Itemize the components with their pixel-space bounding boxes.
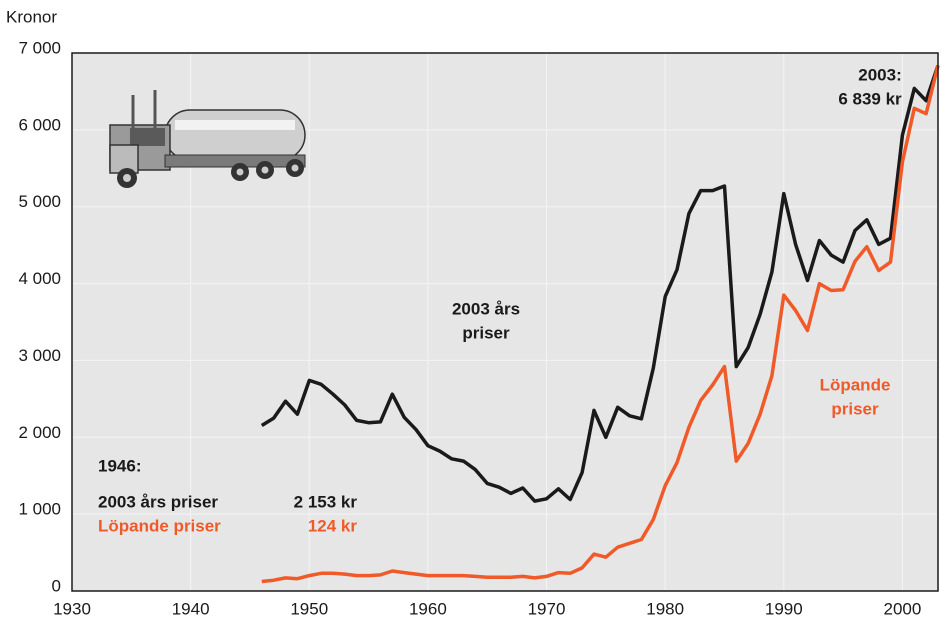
y-tick-label: 0 <box>52 576 61 595</box>
x-tick-label: 1940 <box>172 599 210 618</box>
series-line <box>261 64 940 584</box>
value-label: 6 839 kr <box>838 89 902 108</box>
plot-frame <box>71 52 939 592</box>
annotation: Löpande <box>820 375 891 394</box>
y-tick-label: 5 000 <box>18 192 61 211</box>
annotation: priser <box>831 399 879 418</box>
annotation: 2003: <box>858 65 901 84</box>
x-tick-label: 1950 <box>290 599 328 618</box>
x-tick-label: 2000 <box>883 599 921 618</box>
y-tick-label: 4 000 <box>18 269 61 288</box>
y-tick-label: 3 000 <box>18 346 61 365</box>
y-tick-label: 1 000 <box>18 500 61 519</box>
truck-illustration <box>109 90 306 188</box>
y-tick-label: 7 000 <box>18 38 61 57</box>
x-tick-label: 1930 <box>53 599 91 618</box>
x-tick-label: 1970 <box>528 599 566 618</box>
y-axis-label: Kronor <box>6 7 57 26</box>
x-tick-label: 1960 <box>409 599 447 618</box>
legend-label: 2003 års priser <box>98 492 218 511</box>
value-label: 124 kr <box>308 516 358 535</box>
annotation: priser <box>462 323 510 342</box>
lines <box>260 64 940 584</box>
x-tick-label: 1990 <box>765 599 803 618</box>
annotation: 2003 års <box>452 299 520 318</box>
annotation: 1946: <box>98 456 141 475</box>
series-line <box>260 64 940 503</box>
y-tick-label: 6 000 <box>18 115 61 134</box>
x-tick-label: 1980 <box>646 599 684 618</box>
legend-label: Löpande priser <box>98 516 221 535</box>
value-label: 2 153 kr <box>294 492 358 511</box>
y-tick-label: 2 000 <box>18 423 61 442</box>
